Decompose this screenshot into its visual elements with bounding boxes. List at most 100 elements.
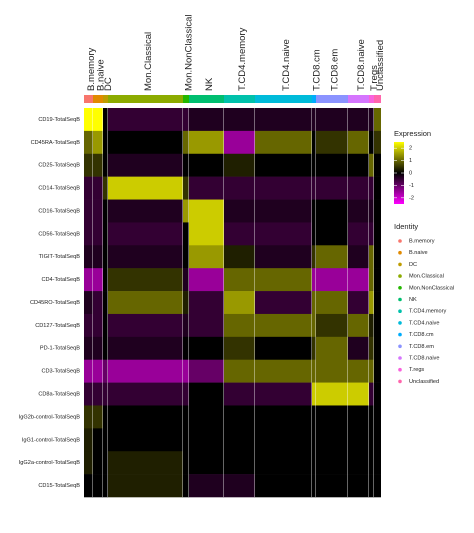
group-label: T.CD8.cm	[312, 49, 323, 91]
heatmap-cell	[348, 176, 369, 200]
heatmap-cell	[84, 268, 93, 292]
heatmap-cell	[93, 199, 103, 223]
heatmap-cell	[312, 245, 316, 269]
legend-label: T.CD8.naive	[409, 355, 439, 361]
heatmap-cell	[316, 451, 348, 475]
heatmap-cell	[93, 405, 103, 429]
heatmap-cell	[189, 451, 224, 475]
heatmap-cell	[312, 153, 316, 177]
heatmap-cell	[189, 336, 224, 361]
heatmap-cell	[183, 313, 189, 338]
heatmap-cell	[374, 428, 381, 452]
heatmap-cell	[224, 199, 255, 223]
legend-marker	[398, 250, 402, 255]
group-bar	[255, 95, 312, 103]
heatmap-cell	[84, 405, 93, 429]
heatmap-cell	[103, 130, 108, 155]
legend-label: DC	[409, 262, 417, 268]
heatmap-cell	[103, 176, 108, 200]
feature-label: CD45RO-TotalSeqB	[30, 300, 80, 306]
group-label: B.naive	[96, 59, 107, 91]
heatmap-cell	[255, 153, 312, 177]
feature-label: CD56-TotalSeqB	[38, 231, 80, 237]
legend-label: T.CD4.memory	[409, 309, 446, 315]
heatmap-cell	[369, 428, 374, 452]
heatmap-cell	[374, 359, 381, 383]
heatmap-cell	[108, 313, 183, 338]
heatmap-cell	[183, 474, 189, 498]
heatmap-cell	[316, 474, 348, 498]
heatmap-cell	[312, 405, 316, 429]
heatmap-cell	[103, 313, 108, 338]
legend-marker	[398, 367, 402, 372]
heatmap-cell	[103, 474, 108, 498]
legend-title: Identity	[394, 222, 418, 231]
feature-label: TIGIT-TotalSeqB	[39, 254, 81, 260]
heatmap-cell	[316, 153, 348, 177]
heatmap-cell	[374, 245, 381, 269]
heatmap-cell	[348, 199, 369, 223]
heatmap-cell	[103, 451, 108, 475]
heatmap-cell	[255, 176, 312, 200]
heatmap-cell	[255, 130, 312, 155]
colorbar-label: -2	[409, 195, 414, 201]
heatmap-cell	[374, 108, 381, 132]
heatmap-cell	[84, 474, 93, 498]
heatmap-cell	[369, 405, 374, 429]
heatmap-cell	[103, 336, 108, 361]
heatmap-cell	[348, 313, 369, 338]
heatmap-cell	[316, 313, 348, 338]
heatmap-cell	[84, 428, 93, 452]
heatmap-cell	[224, 291, 255, 315]
heatmap-cell	[255, 428, 312, 452]
heatmap-cell	[374, 405, 381, 429]
group-label: T.CD4.naive	[281, 39, 292, 91]
group-bar	[369, 95, 374, 103]
group-bar	[84, 95, 93, 103]
heatmap-cell	[103, 359, 108, 383]
legend-marker	[398, 286, 402, 290]
heatmap-cell	[84, 336, 93, 361]
feature-label: IgG2a-control-TotalSeqB	[19, 460, 81, 466]
heatmap-cell	[255, 268, 312, 292]
heatmap-cell	[369, 359, 374, 383]
legend-title: Expression	[394, 129, 431, 138]
heatmap-cell	[103, 291, 108, 315]
heatmap-cell	[374, 199, 381, 223]
group-bar	[312, 95, 316, 103]
heatmap-cell	[255, 245, 312, 269]
heatmap-cell	[108, 176, 183, 200]
heatmap-cell	[224, 222, 255, 246]
heatmap-cell	[255, 382, 312, 406]
heatmap-cell	[183, 451, 189, 475]
heatmap-cell	[224, 153, 255, 177]
heatmap-cell	[374, 474, 381, 498]
heatmap-cell	[103, 405, 108, 429]
group-label: T.CD8.em	[330, 49, 341, 91]
heatmap-cell	[108, 222, 183, 246]
heatmap-cell	[312, 359, 316, 383]
heatmap-cell	[369, 153, 374, 177]
group-bar	[183, 95, 189, 103]
heatmap-cell	[348, 474, 369, 498]
heatmap-cell	[93, 176, 103, 200]
heatmap-cell	[189, 153, 224, 177]
heatmap-cell	[369, 382, 374, 406]
heatmap-cell	[189, 268, 224, 292]
heatmap-cell	[189, 108, 224, 132]
heatmap-cell	[108, 405, 183, 429]
heatmap-cell	[316, 176, 348, 200]
heatmap-cell	[183, 428, 189, 452]
heatmap-cell	[348, 451, 369, 475]
heatmap-cell	[93, 474, 103, 498]
heatmap-cell	[348, 405, 369, 429]
heatmap-cell	[312, 130, 316, 155]
heatmap-cell	[348, 291, 369, 315]
legend-label: T.CD8.cm	[409, 332, 434, 338]
heatmap-cell	[93, 291, 103, 315]
legend-label: NK	[409, 297, 417, 303]
heatmap-cell	[348, 108, 369, 132]
feature-label: CD4-TotalSeqB	[41, 277, 80, 283]
legend-marker	[398, 321, 402, 325]
heatmap-cell	[369, 199, 374, 223]
